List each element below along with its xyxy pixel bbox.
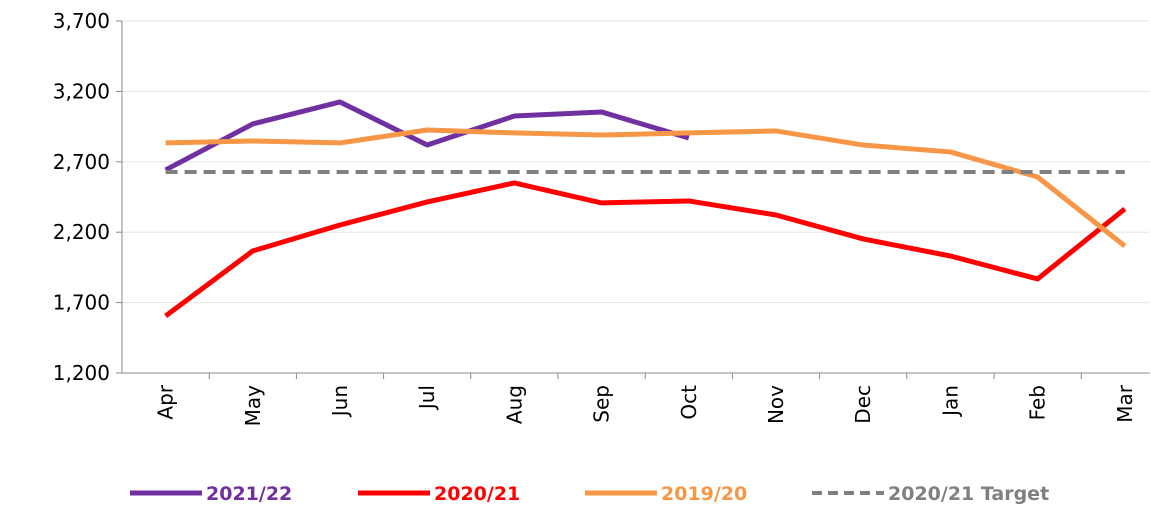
y-tick-label: 1,200 [53,361,110,385]
x-tick-label: Jul [415,385,439,411]
y-tick-label: 3,700 [53,9,110,33]
series-line [164,99,690,173]
y-tick-label: 2,700 [53,150,110,174]
legend-label: 2021/22 [206,483,292,505]
series-line [164,180,1127,318]
x-tick-label: Dec [851,385,875,424]
x-tick-label: Feb [1026,385,1050,420]
y-tick-label: 1,700 [53,291,110,315]
legend-label: 2020/21 [434,483,520,505]
x-tick-label: Jan [938,385,962,418]
x-tick-label: Jun [328,385,352,418]
y-tick-label: 3,200 [53,79,110,103]
x-tick-label: Oct [677,385,701,420]
legend-label: 2020/21 Target [888,483,1049,505]
x-tick-label: May [241,385,265,427]
series-line [165,127,1127,248]
legend-label: 2019/20 [661,483,747,505]
x-tick-label: Aug [502,385,526,424]
x-tick-label: Sep [590,385,614,423]
x-tick-label: Apr [154,384,178,419]
x-tick-label: Mar [1113,384,1137,423]
x-tick-label: Nov [764,385,788,424]
y-tick-label: 2,200 [53,220,110,244]
